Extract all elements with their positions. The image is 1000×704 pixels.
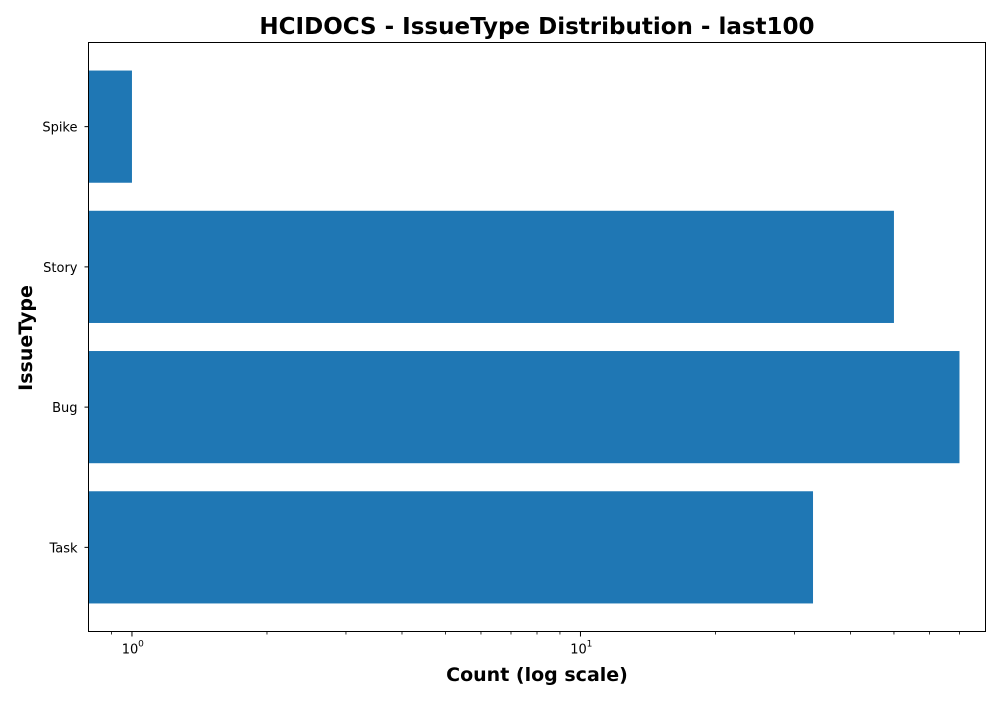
bar-task: [88, 491, 814, 604]
plot-area-frame: [88, 42, 986, 632]
bar-spike: [88, 70, 132, 183]
y-tick-label: Spike: [42, 121, 77, 136]
bars-layer: [88, 70, 960, 604]
chart-title: HCIDOCS - IssueType Distribution - last1…: [259, 14, 814, 40]
y-axis-title: IssueType: [15, 285, 37, 391]
x-tick-label: 10: [570, 643, 587, 658]
x-tick-label: 10: [122, 643, 139, 658]
y-tick-label: Story: [43, 261, 78, 276]
x-tick-label-exponent: 0: [138, 640, 144, 650]
y-tick-label: Bug: [52, 401, 77, 416]
x-tick-label-exponent: 1: [587, 640, 593, 650]
y-tick-label: Task: [48, 541, 78, 556]
x-axis-title: Count (log scale): [446, 664, 628, 686]
bar-story: [88, 210, 894, 323]
bar-bug: [88, 351, 960, 464]
